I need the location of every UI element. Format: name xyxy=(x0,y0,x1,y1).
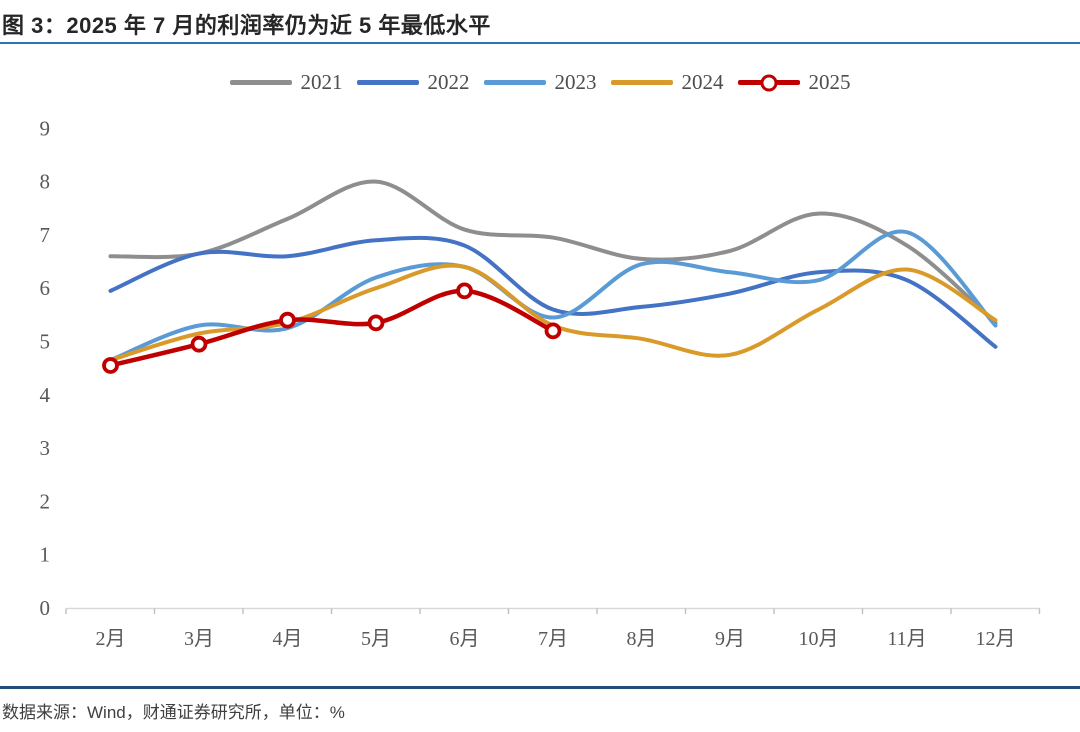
footer-divider xyxy=(0,686,1080,689)
data-source-note: 数据来源：Wind，财通证券研究所，单位：% xyxy=(2,703,345,722)
x-tick-label: 6月 xyxy=(450,628,480,650)
legend-item-2025: 2025 xyxy=(737,70,851,95)
chart-line-2024 xyxy=(108,263,998,363)
x-tick-label: 3月 xyxy=(184,628,214,650)
legend-label-2025: 2025 xyxy=(808,70,851,94)
legend-swatch-2022 xyxy=(356,80,419,85)
chart-line-2021 xyxy=(108,179,998,325)
legend-label-2021: 2021 xyxy=(300,70,343,94)
legend-label-2022: 2022 xyxy=(427,70,470,94)
data-point-marker-2025 xyxy=(544,322,562,340)
chart-legend: 2021 2022 2023 2024 2025 xyxy=(0,70,1080,95)
legend-label-2024: 2024 xyxy=(681,70,724,94)
x-tick-label: 12月 xyxy=(976,628,1016,650)
data-point-marker-2025 xyxy=(367,314,385,332)
y-tick-label: 5 xyxy=(40,330,51,354)
x-tick-label: 11月 xyxy=(887,628,926,650)
legend-swatch-2023 xyxy=(483,80,546,85)
x-tick-label: 9月 xyxy=(715,628,745,650)
y-tick-label: 3 xyxy=(40,436,51,460)
y-tick-label: 6 xyxy=(40,276,51,300)
y-tick-label: 9 xyxy=(40,116,51,140)
y-tick-label: 4 xyxy=(40,383,51,407)
data-point-marker-2025 xyxy=(190,335,208,353)
x-tick-label: 2月 xyxy=(96,628,126,650)
y-tick-label: 2 xyxy=(40,489,51,513)
x-tick-label: 10月 xyxy=(799,628,839,650)
legend-label-2023: 2023 xyxy=(554,70,597,94)
legend-swatch-2025 xyxy=(737,74,800,91)
y-tick-label: 8 xyxy=(40,170,51,194)
data-point-marker-2025 xyxy=(279,311,296,329)
y-tick-label: 1 xyxy=(40,543,51,567)
chart-line-2022 xyxy=(108,235,998,349)
legend-item-2024: 2024 xyxy=(610,70,724,95)
legend-item-2021: 2021 xyxy=(229,70,343,95)
legend-item-2023: 2023 xyxy=(483,70,597,95)
legend-swatch-2024 xyxy=(610,80,673,85)
data-point-marker-2025 xyxy=(102,357,119,374)
y-tick-label: 0 xyxy=(40,596,51,620)
chart-line-2023 xyxy=(108,229,998,363)
data-point-marker-2025 xyxy=(456,282,473,300)
y-tick-label: 7 xyxy=(40,223,51,247)
legend-swatch-2021 xyxy=(229,80,292,85)
legend-marker-icon xyxy=(760,74,777,91)
legend-item-2022: 2022 xyxy=(356,70,470,95)
x-tick-label: 5月 xyxy=(361,628,391,650)
title-divider xyxy=(0,42,1080,44)
x-tick-label: 7月 xyxy=(538,628,568,650)
x-tick-label: 4月 xyxy=(273,628,303,650)
x-tick-label: 8月 xyxy=(627,628,657,650)
figure-title: 图 3：2025 年 7 月的利润率仍为近 5 年最低水平 xyxy=(2,13,491,38)
